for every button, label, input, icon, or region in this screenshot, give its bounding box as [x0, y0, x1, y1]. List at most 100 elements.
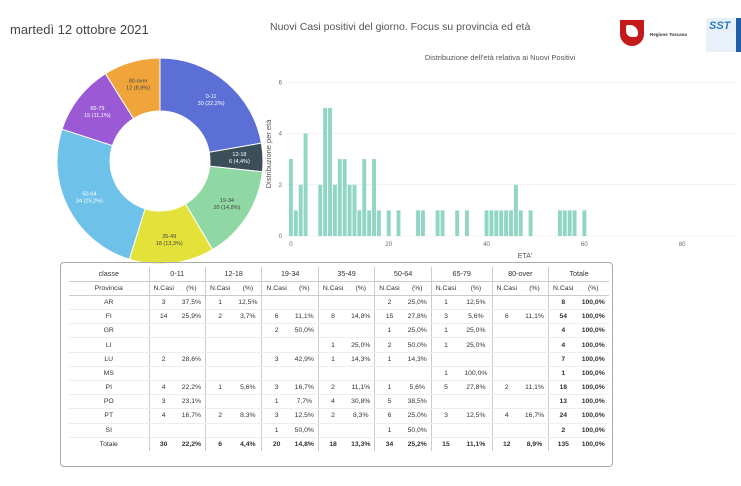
- y-tick-label: 2: [279, 183, 283, 189]
- table-cell: 1: [261, 423, 291, 438]
- table-cell: 11,1%: [520, 309, 549, 325]
- table-cell: 14: [148, 309, 178, 325]
- table-cell: 3: [148, 394, 178, 410]
- bar-age-57: [567, 210, 572, 236]
- page-title: Nuovi Casi positivi del giorno. Focus su…: [270, 21, 531, 33]
- table-cell: 2: [317, 408, 348, 424]
- sst-logo-text: SST: [709, 20, 731, 32]
- table-cell: [177, 423, 206, 438]
- table-cell: 42,9%: [290, 352, 319, 367]
- table-cell: [234, 352, 262, 367]
- table-total-row: Totale 30 22,2% 6 4,4% 20 14,8% 18 13,3% 34 25,2% 1…: [69, 437, 609, 452]
- table-cell: [204, 337, 235, 353]
- bar-age-1: [293, 210, 298, 236]
- table-cell: 1: [204, 295, 235, 311]
- table-cell: [261, 337, 291, 353]
- table-cell: [148, 423, 178, 438]
- table-cell: 11,1%: [466, 441, 486, 449]
- table-cell: 3: [261, 408, 291, 424]
- table-header-class-1: 0-11: [148, 267, 206, 282]
- table-cell: 12,5%: [234, 295, 262, 311]
- table-cell: 23,1%: [177, 394, 206, 410]
- bar-age-17: [372, 159, 376, 236]
- table-cell: [430, 423, 461, 438]
- sst-logo: SST: [706, 18, 741, 52]
- table-cell: 38,5%: [403, 394, 432, 410]
- table-subheader-ncasi: N.Casi: [261, 281, 291, 296]
- donut-value-label: 34 (25,2%): [76, 199, 103, 205]
- table-cell: [204, 366, 235, 382]
- bar-age-43: [499, 210, 504, 236]
- bar-age-10: [337, 159, 342, 236]
- table-cell: [204, 394, 235, 410]
- table-cell: 20: [261, 437, 291, 452]
- table-cell: [491, 423, 521, 438]
- table-cell: 100,0%: [577, 408, 609, 424]
- table-cell: 4: [548, 337, 578, 353]
- table-cell: [347, 366, 375, 382]
- table-cell: 7,7%: [290, 394, 319, 410]
- table-cell: [234, 337, 262, 353]
- table-cell: [460, 423, 493, 438]
- table-cell: 13,3%: [351, 441, 371, 449]
- donut-slice-0-11: [159, 57, 263, 153]
- table-cell: 1: [430, 366, 461, 382]
- table-cell: [290, 295, 319, 311]
- table-cell: 100,0%: [577, 352, 609, 367]
- donut-category-label: 12-18: [232, 152, 246, 158]
- table-cell: 2: [317, 380, 348, 396]
- table-cell: 50,0%: [290, 323, 319, 339]
- table-header-class-8: Totale: [548, 267, 609, 282]
- table-cell: 25,9%: [177, 309, 206, 325]
- bar-age-0: [288, 159, 293, 236]
- table-cell: 15: [374, 309, 404, 325]
- table-cell-provincia: MS: [69, 366, 149, 382]
- table-cell: 4: [548, 323, 578, 339]
- table-cell: 1: [261, 394, 291, 410]
- table-cell: 6: [374, 408, 404, 424]
- bar-age-13: [352, 184, 357, 236]
- table-cell-provincia: Totale: [99, 441, 118, 449]
- table-subheader-pct: (%): [577, 281, 609, 296]
- table-cell: 12,5%: [290, 408, 319, 424]
- y-tick-label: 0: [279, 234, 283, 240]
- table-cell: 100,0%: [577, 337, 609, 353]
- donut-category-label: 50-64: [82, 192, 96, 198]
- table-row: MS 1 100,0% 1 100,0%: [69, 366, 609, 382]
- table-cell: [317, 295, 348, 311]
- bar-age-36: [465, 210, 469, 236]
- table-cell: 100,0%: [577, 366, 609, 382]
- table-header-class-3: 19-34: [261, 267, 319, 282]
- donut-category-label: 19-34: [220, 198, 234, 204]
- table-cell: 15: [430, 437, 461, 452]
- table-cell: 14,8%: [347, 309, 375, 325]
- table-sub-header-row: Provincia N.Casi (%) N.Casi (%) N.Casi (%) N.Ca…: [69, 281, 609, 296]
- table-header-class-7: 80-over: [491, 267, 549, 282]
- table-cell: 2: [548, 423, 578, 438]
- donut-value-label: 20 (14,8%): [213, 205, 240, 211]
- table-cell: 18: [317, 437, 348, 452]
- table-body: AR 3 37,5% 1 12,5% 2 25,0% 1 12,5% 8 100,0% FI 14 25,…: [69, 295, 609, 452]
- table-cell: 25,2%: [407, 441, 427, 449]
- table-cell: [491, 323, 521, 339]
- table-cell: [234, 423, 262, 438]
- table-header-class-2: 12-18: [204, 267, 262, 282]
- table-cell: 54: [548, 309, 578, 325]
- table-cell: 100,0%: [460, 366, 493, 382]
- bar-chart-title: Distribuzione dell'età relativa ai Nuovi…: [425, 53, 576, 62]
- donut-value-label: 15 (11,1%): [84, 113, 111, 119]
- bar-age-22: [396, 210, 401, 236]
- table-cell: 25,0%: [460, 337, 493, 353]
- donut-value-label: 30 (22,2%): [198, 101, 225, 107]
- table-cell: [491, 394, 521, 410]
- table-subheader-ncasi: N.Casi: [374, 281, 404, 296]
- table-subheader-pct: (%): [234, 281, 262, 296]
- table-header-class-5: 50-64: [374, 267, 432, 282]
- table-row: PT 4 16,7% 2 8,3% 3 12,5% 2 8,3% 6 25,0% 3 12,5% 4 16,…: [69, 408, 609, 424]
- regione-toscana-logo: Regione Toscana: [620, 20, 690, 52]
- table-subheader-ncasi: N.Casi: [317, 281, 348, 296]
- table-cell: 7: [548, 352, 578, 367]
- bar-age-45: [509, 210, 513, 236]
- table-cell: 27,8%: [403, 309, 432, 325]
- x-tick-label: 40: [483, 242, 490, 248]
